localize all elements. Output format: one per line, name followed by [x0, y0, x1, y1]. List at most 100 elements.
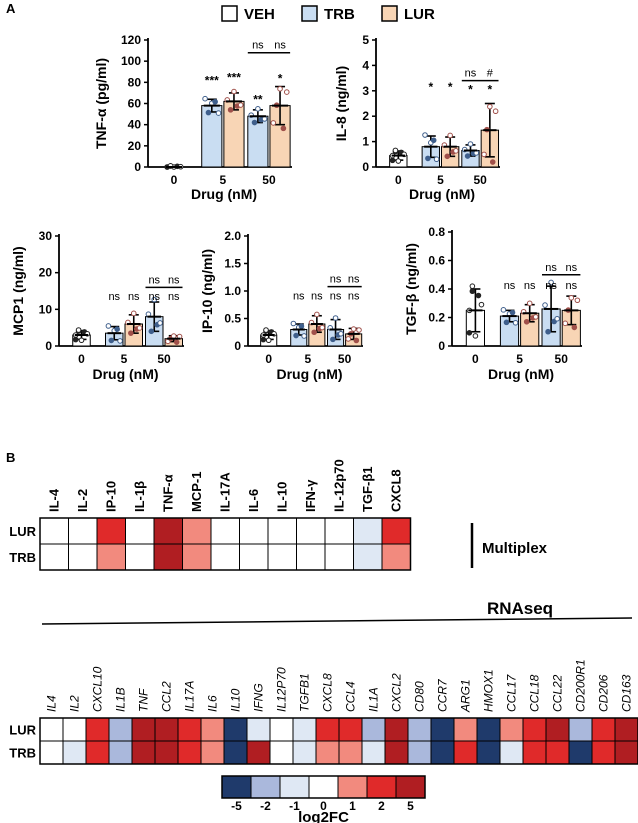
data-point [389, 157, 396, 164]
data-point [574, 297, 581, 304]
heatmap-cell [453, 740, 478, 765]
comparison-label: ns [148, 274, 160, 286]
heatmap-column-label: IL-6 [246, 489, 261, 512]
data-point [492, 108, 499, 115]
legend-swatch-veh [221, 5, 238, 22]
y-tick-label: 2 [362, 109, 369, 123]
data-point [500, 307, 507, 313]
x-tick-label: 50 [555, 352, 569, 366]
heatmap-column-label: CD80 [413, 681, 427, 712]
panel-label-a: A [6, 1, 16, 16]
x-tick-label: 5 [220, 173, 227, 187]
heatmap-cell [568, 740, 593, 765]
heatmap-column-label: IL10 [229, 688, 243, 712]
significance-label: * [428, 80, 433, 94]
significance-label: ns [168, 291, 180, 303]
heatmap-cell [153, 517, 183, 545]
heatmap-cell [246, 717, 271, 742]
heatmap-cell [125, 517, 155, 545]
data-point [562, 320, 569, 327]
colorbar-swatch [250, 775, 281, 799]
heatmap-cell [223, 740, 248, 765]
heatmap-column-label: CD163 [620, 674, 634, 712]
heatmap-cell [568, 717, 593, 742]
data-point [263, 327, 269, 333]
y-axis-label: IP-10 (ng/ml) [199, 249, 215, 333]
data-point [260, 336, 267, 343]
heatmap-cell [39, 517, 69, 545]
data-point [512, 319, 519, 326]
legend-label-veh: VEH [244, 6, 275, 23]
significance-label: *** [205, 73, 219, 87]
data-point [395, 158, 402, 164]
heatmap-column-label: CXCL8 [388, 469, 403, 512]
y-tick-label: 0.5 [224, 312, 241, 326]
heatmap-column-label: TGFB1 [298, 673, 312, 712]
y-tick-label: 100 [121, 54, 141, 68]
heatmap-cell [315, 717, 340, 742]
heatmap-column-label: CXCL10 [91, 666, 105, 712]
heatmap-cell [39, 543, 69, 571]
colorbar-swatch [366, 775, 397, 799]
heatmap-column-label: ARG1 [459, 679, 473, 713]
heatmap-cell [246, 740, 271, 765]
y-tick-label: 20 [39, 266, 53, 280]
significance-label: ** [253, 93, 263, 107]
heatmap-row-label: TRB [9, 746, 36, 761]
heatmap-rnaseq: RNAseq IL4 IL2 CXCL10 IL1B TNF CCL2 IL17A IL6 IL1… [9, 599, 638, 765]
heatmap-cell [96, 543, 126, 571]
significance-label: * [468, 82, 473, 96]
heatmap-cell [499, 740, 524, 765]
heatmap-column-label: IP-10 [103, 481, 118, 512]
colorbar-border [221, 775, 426, 799]
y-axis-label: MCP1 (ng/ml) [10, 246, 26, 335]
y-tick-label: 60 [128, 97, 142, 111]
data-point [554, 315, 560, 322]
bar-trb-50 [247, 115, 269, 168]
heatmap-cell [296, 517, 326, 545]
x-tick-label: 50 [157, 352, 171, 366]
data-point [215, 110, 222, 116]
heatmap-column-label: CCL4 [344, 681, 358, 712]
heatmap-cell [125, 543, 155, 571]
data-point [251, 119, 258, 126]
heatmap-cell [153, 543, 183, 571]
data-point [571, 324, 578, 331]
heatmap-column-label: TNF-α [160, 474, 175, 512]
heatmap-cell [68, 517, 98, 545]
significance-label: ns [108, 291, 120, 303]
data-point [356, 327, 362, 333]
heatmap-column-label: IL4 [45, 695, 59, 712]
heatmap-cell [62, 740, 87, 765]
colorbar-tick-label: 0 [320, 799, 327, 813]
data-point [548, 279, 554, 286]
significance-label: ns [330, 290, 342, 302]
legend-label-trb: TRB [324, 6, 355, 23]
heatmap-cell [522, 740, 547, 765]
significance-label: ns [128, 291, 140, 303]
colorbar-swatch [308, 775, 339, 799]
y-tick-label: 120 [121, 33, 141, 47]
data-point [350, 326, 357, 332]
y-tick-label: 40 [128, 118, 142, 132]
heatmap-cell [210, 543, 240, 571]
y-axis-label: TNF-α (pg/ml) [93, 58, 109, 149]
heatmap-cell [476, 740, 501, 765]
x-tick-label: 5 [121, 352, 128, 366]
heatmap-cell [269, 717, 294, 742]
heatmap-cell [499, 717, 524, 742]
heatmap-row-label: LUR [9, 524, 36, 539]
data-point [487, 103, 493, 110]
data-point [481, 151, 487, 158]
data-point [301, 333, 307, 339]
data-point [293, 332, 299, 339]
heatmap-cell [361, 740, 386, 765]
data-point [469, 288, 476, 295]
rnaseq-bracket [41, 617, 633, 625]
data-point [332, 315, 339, 321]
panel-label-b: B [6, 450, 15, 465]
colorbar-tick-label: 2 [378, 799, 385, 813]
heatmap-cell [384, 717, 409, 742]
colorbar-swatch [279, 775, 310, 799]
